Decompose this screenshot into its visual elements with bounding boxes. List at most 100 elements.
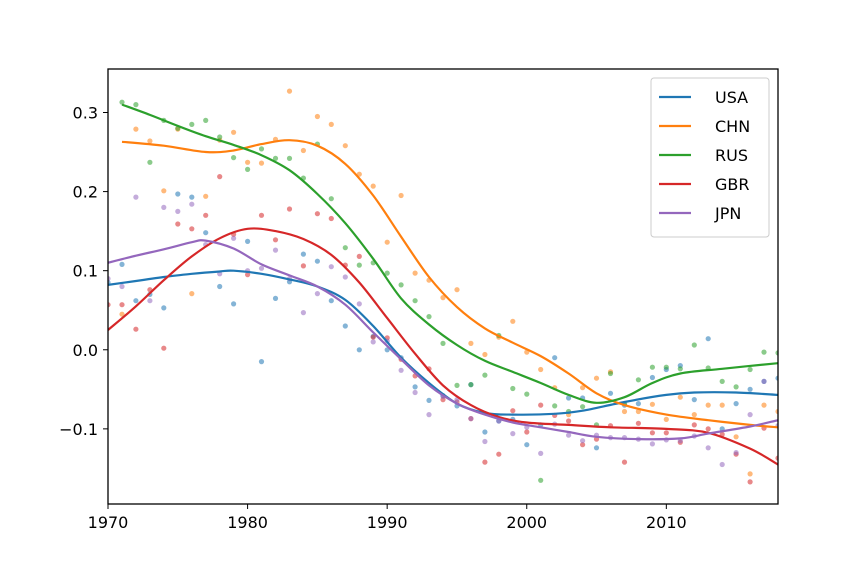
- data-point-gbr: [510, 408, 516, 414]
- data-point-rus: [635, 377, 642, 383]
- data-point-gbr: [217, 174, 223, 180]
- data-point-rus: [245, 166, 251, 172]
- legend-label-chn: CHN: [715, 117, 750, 136]
- data-point-rus: [468, 382, 474, 388]
- data-point-chn: [398, 192, 404, 199]
- data-point-rus: [147, 159, 153, 165]
- data-point-chn: [300, 147, 306, 154]
- data-point-chn: [203, 193, 209, 199]
- series-line-chn: [121, 139, 778, 429]
- data-point-chn: [621, 408, 628, 415]
- data-point-usa: [412, 384, 418, 390]
- data-point-chn: [133, 126, 139, 132]
- data-point-jpn: [175, 208, 181, 214]
- data-point-chn: [161, 188, 167, 194]
- data-point-jpn: [231, 235, 237, 241]
- data-point-gbr: [538, 402, 544, 408]
- data-point-chn: [314, 113, 320, 120]
- data-point-gbr: [161, 345, 167, 351]
- data-point-chn: [482, 351, 488, 358]
- data-point-jpn: [412, 389, 418, 396]
- data-point-chn: [412, 270, 418, 276]
- data-point-chn: [538, 366, 544, 373]
- data-point-usa: [733, 401, 739, 407]
- series-line-usa: [108, 269, 778, 416]
- data-point-usa: [482, 429, 488, 435]
- data-point-jpn: [719, 461, 725, 468]
- data-point-usa: [300, 251, 306, 257]
- data-point-gbr: [314, 211, 320, 217]
- data-point-usa: [203, 230, 209, 236]
- data-point-gbr: [203, 212, 209, 218]
- data-point-usa: [245, 238, 251, 244]
- x-tick-label: 1990: [367, 513, 408, 532]
- data-point-rus: [761, 349, 767, 355]
- data-point-gbr: [635, 420, 642, 426]
- data-point-gbr: [747, 479, 753, 485]
- y-tick-label: 0.2: [73, 183, 98, 202]
- data-point-rus: [649, 364, 656, 370]
- data-point-usa: [566, 395, 572, 401]
- x-tick-label: 1970: [88, 513, 129, 532]
- data-point-gbr: [328, 215, 334, 222]
- data-point-usa: [635, 401, 642, 407]
- data-point-gbr: [189, 226, 195, 232]
- series-lines: [108, 103, 778, 466]
- data-point-jpn: [328, 264, 334, 270]
- data-point-gbr: [175, 221, 181, 227]
- data-point-rus: [524, 391, 530, 397]
- data-point-usa: [133, 298, 139, 304]
- data-point-chn: [510, 318, 516, 324]
- data-point-chn: [747, 471, 753, 477]
- data-point-usa: [747, 386, 753, 392]
- data-point-rus: [677, 366, 683, 372]
- data-point-chn: [147, 138, 153, 144]
- scatter-points: [108, 88, 778, 485]
- data-point-rus: [119, 99, 125, 105]
- data-point-chn: [454, 287, 460, 293]
- data-point-chn: [580, 385, 586, 391]
- data-point-usa: [607, 390, 614, 396]
- data-point-usa: [272, 295, 279, 301]
- x-axis: 1970 1980 1990 2000 2010: [88, 504, 687, 532]
- data-point-rus: [328, 196, 334, 202]
- data-point-jpn: [161, 204, 167, 210]
- data-point-usa: [189, 194, 195, 200]
- data-point-chn: [370, 183, 376, 189]
- data-point-jpn: [733, 450, 739, 456]
- data-point-usa: [258, 359, 265, 365]
- data-point-rus: [203, 117, 209, 123]
- y-axis: −0.1 0.0 0.1 0.2 0.3: [59, 104, 108, 439]
- data-point-chn: [733, 434, 739, 440]
- data-point-jpn: [398, 367, 404, 373]
- data-point-rus: [552, 403, 558, 409]
- x-tick-label: 1980: [227, 513, 268, 532]
- data-point-chn: [761, 402, 767, 408]
- legend: USA CHN RUS GBR JPN: [650, 77, 770, 238]
- data-point-jpn: [258, 265, 265, 271]
- data-point-rus: [342, 245, 348, 251]
- data-point-chn: [245, 159, 251, 165]
- data-point-chn: [663, 416, 669, 422]
- data-point-rus: [426, 314, 432, 320]
- data-point-usa: [426, 397, 432, 403]
- legend-label-rus: RUS: [715, 146, 748, 165]
- data-point-gbr: [524, 429, 530, 435]
- data-point-gbr: [286, 206, 293, 212]
- series-line-gbr: [108, 227, 778, 466]
- data-point-jpn: [300, 310, 306, 316]
- data-point-jpn: [314, 291, 320, 297]
- series-line-jpn: [108, 239, 778, 441]
- data-point-usa: [524, 442, 530, 448]
- data-point-gbr: [705, 426, 711, 432]
- legend-box: [650, 77, 770, 238]
- data-point-chn: [328, 121, 334, 127]
- data-point-rus: [733, 384, 739, 390]
- data-point-chn: [468, 340, 474, 346]
- data-point-chn: [286, 88, 293, 94]
- data-point-rus: [440, 340, 446, 346]
- data-point-chn: [677, 394, 683, 400]
- data-point-gbr: [482, 459, 488, 465]
- data-point-usa: [356, 347, 362, 353]
- data-point-jpn: [747, 412, 753, 418]
